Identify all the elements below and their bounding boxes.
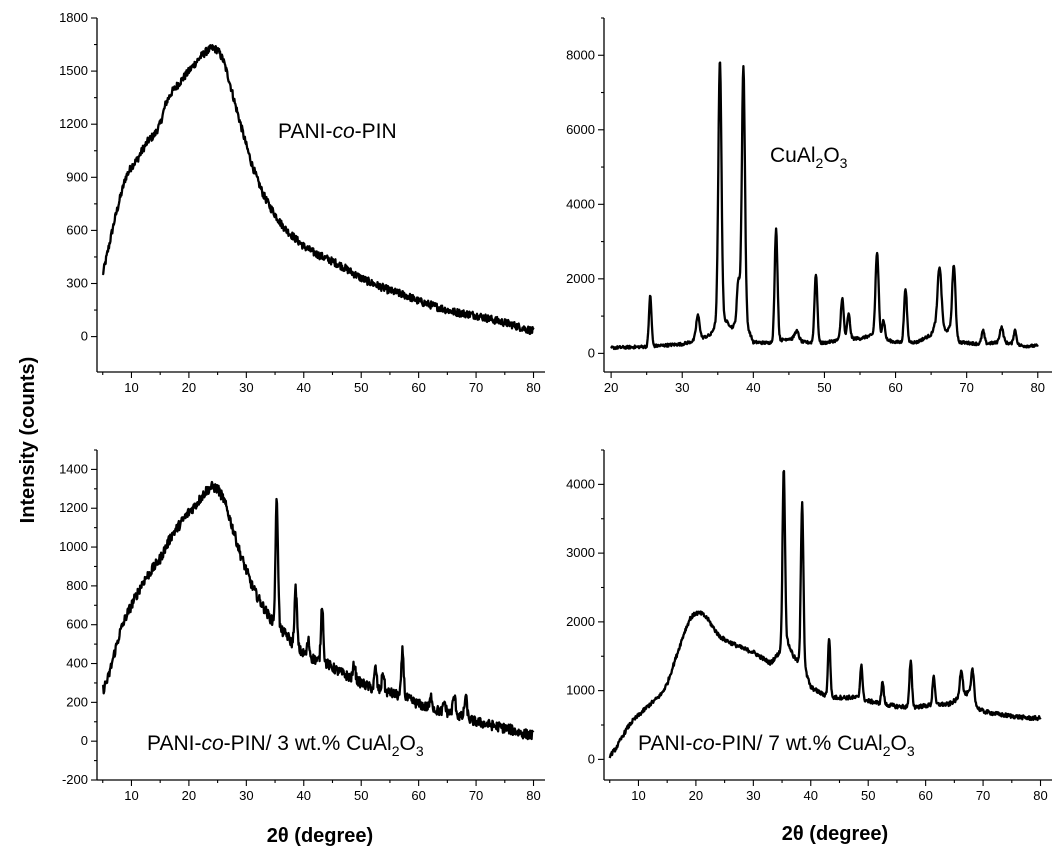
x-tick-label: 60 <box>918 788 932 803</box>
y-tick-label: 4000 <box>566 196 595 211</box>
x-tick-label: 40 <box>746 380 760 395</box>
y-tick-label: 2000 <box>566 614 595 629</box>
x-tick-label: 60 <box>411 788 425 803</box>
panel-cual2o3: 20 30 40 50 60 70 80 0 2000 4000 6000 8000 CuAl2O3 <box>566 17 1052 395</box>
x-tick-label: 30 <box>746 788 760 803</box>
y-tick-label: 600 <box>66 222 88 237</box>
x-tick-label: 10 <box>124 788 138 803</box>
x-tick-label: 50 <box>861 788 875 803</box>
y-tick-label: 4000 <box>566 476 595 491</box>
x-tick-label: 30 <box>675 380 689 395</box>
xrd-trace <box>101 44 535 336</box>
x-tick-label: 20 <box>182 788 196 803</box>
y-tick-label: 200 <box>66 694 88 709</box>
y-tick-label: 1200 <box>59 116 88 131</box>
y-tick-label: 1000 <box>566 683 595 698</box>
x-tick-label: 30 <box>239 788 253 803</box>
x-axis-title-right: 2θ (degree) <box>782 823 888 845</box>
y-tick-label: 0 <box>588 751 595 766</box>
y-tick-label: 6000 <box>566 122 595 137</box>
y-tick-label: 1200 <box>59 500 88 515</box>
x-tick-label: 20 <box>604 380 618 395</box>
y-tick-label: 900 <box>66 169 88 184</box>
panel-7wt-composite: 10 20 30 40 50 60 70 80 0 1000 2000 3000 4000 PANI-co… <box>566 449 1052 803</box>
xrd-trace <box>610 61 1039 351</box>
y-tick-label: 3000 <box>566 545 595 560</box>
x-tick-label: 80 <box>526 788 540 803</box>
x-tick-label: 50 <box>817 380 831 395</box>
x-tick-label: 60 <box>888 380 902 395</box>
x-tick-label: 40 <box>297 380 311 395</box>
x-tick-label: 70 <box>469 380 483 395</box>
x-tick-label: 80 <box>526 380 540 395</box>
panel-label: CuAl2O3 <box>770 144 848 171</box>
panel-label: PANI-co-PIN/ 3 wt.% CuAl2O3 <box>147 732 424 759</box>
y-tick-label: 1400 <box>59 461 88 476</box>
x-tick-label: 70 <box>469 788 483 803</box>
y-tick-label: 8000 <box>566 47 595 62</box>
y-tick-label: 0 <box>81 329 88 344</box>
x-tick-label: 10 <box>124 380 138 395</box>
panel-label: PANI-co-PIN <box>278 120 397 143</box>
x-tick-label: 70 <box>976 788 990 803</box>
y-tick-label: 1000 <box>59 539 88 554</box>
y-tick-label: 1800 <box>59 10 88 25</box>
x-axis-title-left: 2θ (degree) <box>267 825 373 847</box>
y-tick-label: 1500 <box>59 63 88 78</box>
y-tick-label: 0 <box>81 733 88 748</box>
y-axis-title: Intensity (counts) <box>17 357 39 524</box>
x-tick-label: 70 <box>959 380 973 395</box>
y-tick-label: 0 <box>588 345 595 360</box>
x-tick-label: 60 <box>411 380 425 395</box>
panel-3wt-composite: 10 20 30 40 50 60 70 80 -200 0 200 400 600 800 1000 120… <box>59 449 545 803</box>
y-tick-label: -200 <box>62 772 88 787</box>
x-tick-label: 30 <box>239 380 253 395</box>
x-tick-label: 10 <box>631 788 645 803</box>
y-tick-label: 300 <box>66 276 88 291</box>
x-tick-label: 20 <box>689 788 703 803</box>
x-tick-label: 20 <box>182 380 196 395</box>
y-tick-label: 2000 <box>566 271 595 286</box>
xrd-trace <box>608 469 1042 759</box>
x-tick-label: 40 <box>804 788 818 803</box>
y-tick-label: 600 <box>66 617 88 632</box>
y-tick-label: 400 <box>66 656 88 671</box>
x-tick-label: 50 <box>354 788 368 803</box>
panel-label: PANI-co-PIN/ 7 wt.% CuAl2O3 <box>638 732 915 759</box>
x-tick-label: 80 <box>1033 788 1047 803</box>
panel-pani-co-pin: 10 20 30 40 50 60 70 80 0 300 600 900 1200 1500 1800 PA… <box>59 10 545 395</box>
x-tick-label: 40 <box>297 788 311 803</box>
xrd-trace <box>101 480 535 741</box>
x-tick-label: 50 <box>354 380 368 395</box>
y-tick-label: 800 <box>66 578 88 593</box>
x-tick-label: 80 <box>1031 380 1045 395</box>
